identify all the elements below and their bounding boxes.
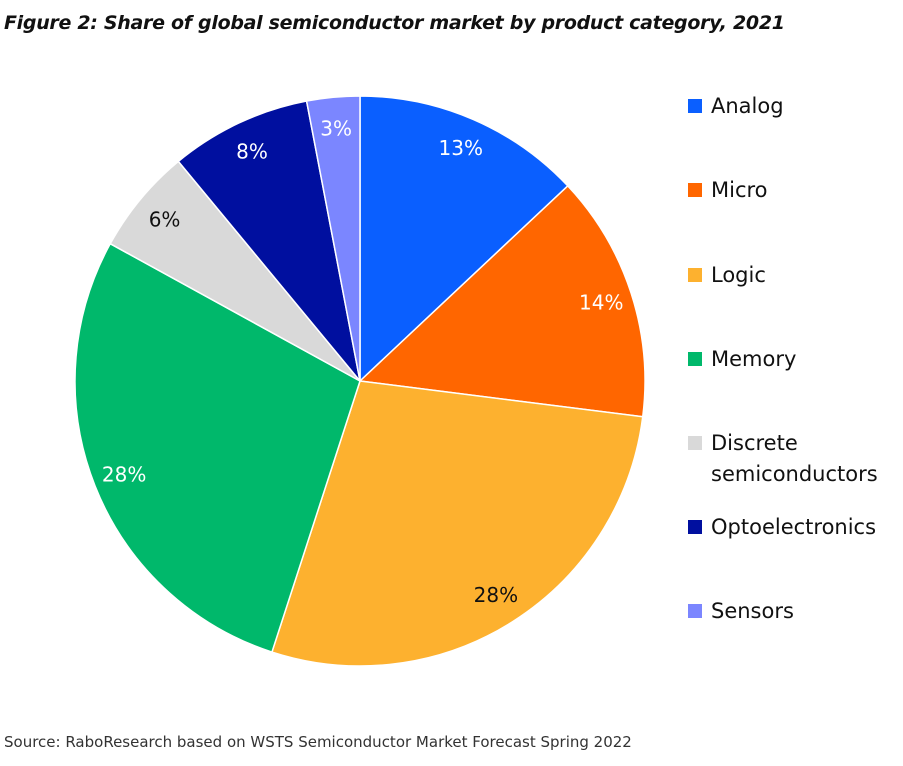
legend-item: Micro (688, 175, 768, 206)
data-label: 14% (579, 291, 623, 315)
pie-slice-optoelectronics (177, 100, 361, 382)
legend-item: Optoelectronics (688, 512, 876, 543)
legend-label: Optoelectronics (711, 515, 877, 539)
legend-item: Discrete semiconductors (688, 428, 881, 490)
legend-item: Analog (688, 91, 784, 122)
legend-item: Sensors (688, 596, 794, 627)
data-label: 28% (102, 462, 146, 486)
data-label: 3% (320, 116, 352, 140)
pie-slice-logic (270, 380, 644, 667)
legend-item: Memory (688, 344, 796, 375)
legend-swatch (688, 604, 702, 618)
legend-label: Discrete semiconductors (711, 431, 878, 486)
data-label: 13% (439, 136, 483, 160)
legend-swatch (688, 99, 702, 113)
legend-label: Sensors (711, 599, 794, 623)
pie-slice-analog (359, 95, 569, 383)
pie-slice-micro (358, 184, 646, 418)
pie-slice-sensors (305, 95, 361, 382)
legend-swatch (688, 352, 702, 366)
legend-swatch (688, 436, 702, 450)
data-label: 8% (236, 139, 268, 163)
legend-swatch (688, 183, 702, 197)
legend-item: Logic (688, 260, 766, 291)
data-label: 6% (149, 207, 181, 231)
pie-slice-memory (74, 242, 361, 653)
data-label: 28% (474, 583, 518, 607)
legend-label: Logic (711, 263, 766, 287)
legend-swatch (688, 520, 702, 534)
legend-swatch (688, 268, 702, 282)
source-note: Source: RaboResearch based on WSTS Semic… (4, 733, 632, 751)
legend-label: Memory (711, 347, 797, 371)
legend-label: Analog (711, 94, 784, 118)
chart-title: Figure 2: Share of global semiconductor … (4, 12, 785, 34)
legend-label: Micro (711, 178, 768, 202)
